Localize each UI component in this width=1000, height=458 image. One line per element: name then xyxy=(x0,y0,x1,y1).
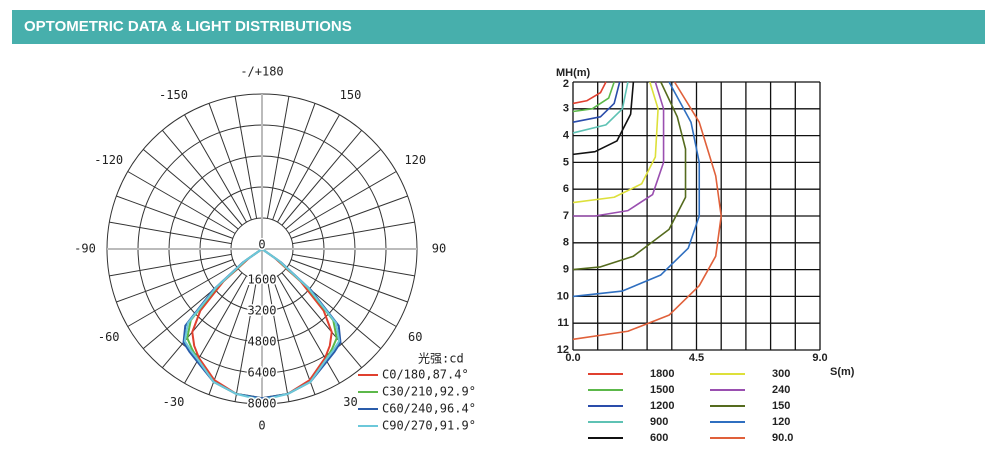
legend-label: 600 xyxy=(650,432,668,444)
isolux-curve xyxy=(573,81,665,217)
isolux-curve xyxy=(572,81,629,134)
isolux-curve xyxy=(572,81,687,271)
grid-spoke xyxy=(266,96,290,219)
grid-spoke xyxy=(161,129,243,226)
y-tick-label: 9 xyxy=(563,264,569,276)
grid-spoke xyxy=(116,259,234,303)
grid-spoke xyxy=(208,103,252,221)
grid-spoke xyxy=(109,221,232,245)
legend-label: 150 xyxy=(772,400,790,412)
grid-spoke xyxy=(142,148,239,230)
legend-label: 90.0 xyxy=(772,432,793,444)
legend-label: 900 xyxy=(650,416,668,428)
grid-spoke xyxy=(290,259,408,303)
x-axis-label: S(m) xyxy=(830,366,855,378)
grid-spoke xyxy=(277,275,340,384)
y-tick-label: 6 xyxy=(563,183,569,195)
legend-label: 1800 xyxy=(650,368,674,380)
y-tick-label: 3 xyxy=(563,103,569,115)
legend-label: C60/240,96.4° xyxy=(382,402,476,416)
radial-tick-label: 8000 xyxy=(248,397,277,411)
radial-tick-label: 6400 xyxy=(248,366,277,380)
header-band xyxy=(12,10,985,44)
angle-tick-label: 120 xyxy=(404,153,426,167)
legend-label: C90/270,91.9° xyxy=(382,419,476,433)
angle-tick-label: 60 xyxy=(408,330,422,344)
grid-spoke xyxy=(281,272,363,369)
isolux-curve xyxy=(572,81,722,341)
radial-tick-label: 1600 xyxy=(248,273,277,287)
legend-label: C30/210,92.9° xyxy=(382,385,476,399)
grid-spoke xyxy=(234,279,258,402)
isolux-curve xyxy=(572,81,607,105)
polar-chart: -/+180 -150 150 -120 120 -90 90 -60 60 -30 30 0 0 160… xyxy=(74,65,476,433)
grid-spoke xyxy=(272,103,316,221)
angle-tick-label: -120 xyxy=(94,153,123,167)
legend-label: 300 xyxy=(772,368,790,380)
y-tick-label: 12 xyxy=(557,344,569,356)
legend-label: 120 xyxy=(772,416,790,428)
grid-spoke xyxy=(285,148,382,230)
angle-tick-label: 30 xyxy=(343,395,357,409)
angle-tick-label: 150 xyxy=(340,88,362,102)
intensity-curve xyxy=(183,248,341,402)
legend-label: C0/180,87.4° xyxy=(382,368,469,382)
isolux-curve xyxy=(572,81,635,156)
grid-spoke xyxy=(161,272,243,369)
legend-label: 1200 xyxy=(650,400,674,412)
isolux-chart: 2 3 4 5 6 7 8 9 10 11 120.0 4.5 9.0 MH(m) S(m) 1800 1500… xyxy=(556,67,855,444)
grid-spoke xyxy=(208,277,252,395)
y-tick-label: 4 xyxy=(563,130,570,142)
grid-spoke xyxy=(266,279,290,402)
y-tick-label: 10 xyxy=(557,290,569,302)
header-title: OPTOMETRIC DATA & LIGHT DISTRIBUTIONS xyxy=(24,18,352,35)
x-tick-label: 9.0 xyxy=(812,352,827,364)
y-tick-label: 2 xyxy=(563,78,569,90)
x-tick-label: 0.0 xyxy=(565,352,580,364)
isolux-curve xyxy=(572,81,615,113)
angle-tick-label: 90 xyxy=(432,242,446,256)
isolux-curve xyxy=(572,81,701,298)
grid-spoke xyxy=(234,96,258,219)
grid-spoke xyxy=(109,253,232,277)
angle-tick-label: -60 xyxy=(98,330,120,344)
grid-spoke xyxy=(184,275,247,384)
grid-spoke xyxy=(127,264,236,327)
y-tick-label: 5 xyxy=(563,156,569,168)
legend-label: 240 xyxy=(772,384,790,396)
x-tick-label: 4.5 xyxy=(689,352,704,364)
radial-tick-label: 3200 xyxy=(248,304,277,318)
grid-spoke xyxy=(281,129,363,226)
grid-spoke xyxy=(184,114,247,223)
legend-label: 1500 xyxy=(650,384,674,396)
angle-tick-label: 0 xyxy=(258,419,265,433)
radial-tick-label: 4800 xyxy=(248,335,277,349)
angle-tick-label: -/+180 xyxy=(240,65,283,79)
intensity-curve xyxy=(182,248,342,400)
y-axis-label: MH(m) xyxy=(556,67,591,79)
angle-tick-label: -90 xyxy=(74,242,96,256)
angle-tick-label: -150 xyxy=(159,88,188,102)
legend-title: 光强:cd xyxy=(418,352,464,366)
grid-spoke xyxy=(288,171,397,234)
grid-spoke xyxy=(277,114,340,223)
y-tick-label: 11 xyxy=(557,317,569,329)
isolux-curve xyxy=(572,81,659,204)
grid-spoke xyxy=(127,171,236,234)
grid-spoke xyxy=(272,277,316,395)
grid-spoke xyxy=(116,195,234,239)
isolux-curve xyxy=(572,81,621,123)
y-tick-label: 8 xyxy=(563,237,569,249)
radial-tick-label: 0 xyxy=(258,238,265,252)
grid-spoke xyxy=(290,195,408,239)
angle-tick-label: -30 xyxy=(163,395,185,409)
grid-spoke xyxy=(288,264,397,327)
grid-spoke xyxy=(292,253,415,277)
y-tick-label: 7 xyxy=(563,210,569,222)
grid-spoke xyxy=(292,221,415,245)
